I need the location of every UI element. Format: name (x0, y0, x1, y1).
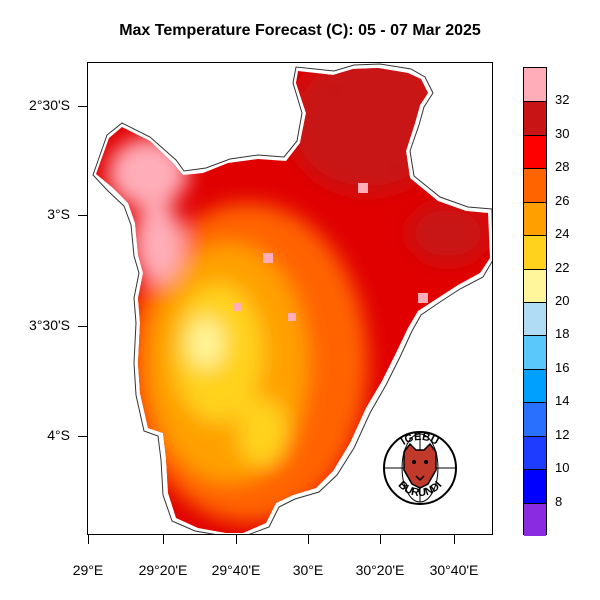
map-title: Max Temperature Forecast (C): 05 - 07 Ma… (119, 22, 481, 39)
colorbar-swatch (524, 68, 546, 102)
lat-label-2: 3°S (47, 206, 70, 222)
lat-label-3: 3°30'S (29, 317, 70, 333)
lon-label-1: 29°E (72, 562, 104, 578)
colorbar-label: 14 (555, 393, 570, 409)
colorbar-swatch (524, 235, 546, 269)
leopard-head-icon (403, 442, 437, 489)
lat-label-1: 2°30'S (29, 97, 70, 113)
colorbar (523, 67, 547, 536)
colorbar-label: 12 (555, 426, 570, 442)
logo-bottom-text: BURUNDI (396, 479, 445, 499)
colorbar-swatch (524, 368, 546, 403)
colorbar-swatch (524, 302, 546, 336)
lon-label-6: 30°40'E (429, 562, 479, 578)
colorbar-label: 26 (555, 192, 570, 208)
igebu-logo: IGEBU BURUNDI (383, 431, 457, 505)
colorbar-label: 30 (555, 125, 570, 141)
colorbar-swatch (524, 335, 546, 369)
colorbar-label: 16 (555, 359, 570, 375)
temperature-map (92, 63, 492, 534)
map-panel (87, 62, 493, 535)
colorbar-swatch (524, 134, 546, 169)
colorbar-label: 18 (555, 326, 570, 342)
lon-label-3: 29°40'E (211, 562, 261, 578)
colorbar-label: 28 (555, 159, 570, 175)
colorbar-label: 22 (555, 259, 570, 275)
colorbar-label: 10 (555, 460, 570, 476)
country-outline (92, 63, 492, 534)
colorbar-label: 8 (555, 493, 563, 509)
colorbar-swatch (524, 268, 546, 302)
colorbar-swatch (524, 402, 546, 436)
colorbar-swatch (524, 101, 546, 135)
lon-label-4: 30°E (292, 562, 324, 578)
lat-label-4: 4°S (47, 427, 70, 443)
logo-top-text: IGEBU (399, 431, 441, 448)
lon-label-2: 29°20'E (138, 562, 188, 578)
lon-label-5: 30°20'E (355, 562, 405, 578)
colorbar-label: 24 (555, 226, 570, 242)
colorbar-swatch (524, 201, 546, 236)
colorbar-swatch (524, 502, 546, 536)
svg-text:IGEBU: IGEBU (399, 431, 441, 448)
colorbar-swatch (524, 435, 546, 470)
colorbar-label: 32 (555, 92, 570, 108)
colorbar-swatch (524, 469, 546, 503)
colorbar-swatch (524, 168, 546, 202)
colorbar-label: 20 (555, 293, 570, 308)
svg-text:BURUNDI: BURUNDI (396, 479, 445, 499)
